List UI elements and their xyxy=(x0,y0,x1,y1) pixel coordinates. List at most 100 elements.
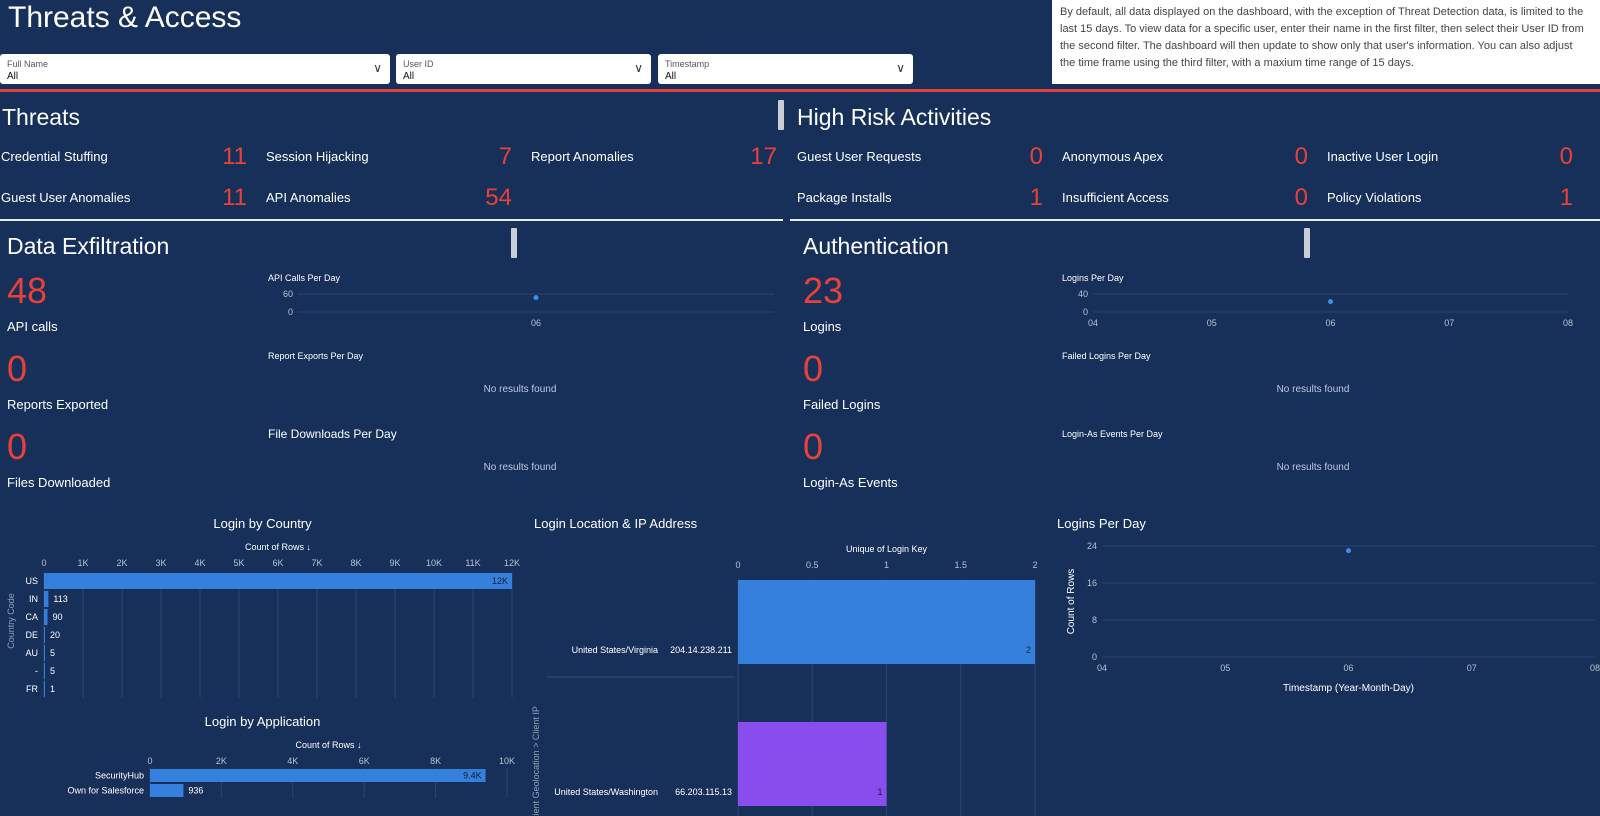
no-results-message: No results found xyxy=(483,462,557,473)
resize-handle[interactable] xyxy=(1304,228,1310,258)
mini-chart-title: Logins Per Day xyxy=(1062,273,1124,283)
y-tick-label: 16 xyxy=(1087,578,1097,588)
bar xyxy=(738,580,1035,664)
bar xyxy=(44,681,45,697)
filter-timestamp[interactable]: Timestamp All ∨ xyxy=(658,54,913,84)
kpi-label: Report Anomalies xyxy=(531,149,634,164)
kpi-value[interactable]: 1 xyxy=(1029,184,1043,211)
chevron-down-icon: ∨ xyxy=(634,61,643,75)
mini-chart-title: Login-As Events Per Day xyxy=(1062,429,1163,439)
kpi-value[interactable]: 17 xyxy=(750,143,777,170)
kpi-value[interactable]: 1 xyxy=(1559,184,1573,211)
resize-handle[interactable] xyxy=(511,228,517,258)
x-tick-label: 08 xyxy=(1563,318,1573,328)
category-label: DE xyxy=(25,630,38,640)
resize-handle[interactable] xyxy=(778,100,784,130)
metric-value[interactable]: 48 xyxy=(7,270,48,311)
chart-title: Login Location & IP Address xyxy=(534,516,698,531)
x-tick-label: 06 xyxy=(531,318,541,328)
x-axis-label: Count of Rows ↓ xyxy=(245,542,311,552)
metric-value[interactable]: 23 xyxy=(803,270,844,311)
chart-title: Login by Country xyxy=(213,516,312,531)
x-tick-label: 07 xyxy=(1467,663,1477,673)
ip-label: 66.203.115.13 xyxy=(675,787,732,797)
bar xyxy=(44,573,512,589)
x-tick-label: 05 xyxy=(1207,318,1217,328)
data-label: 2 xyxy=(1026,645,1031,655)
chart-title: Login by Application xyxy=(204,714,321,729)
data-label: 12K xyxy=(492,576,508,586)
data-label: 5 xyxy=(50,648,55,658)
x-tick-label: 04 xyxy=(1097,663,1107,673)
page-title: Threats & Access xyxy=(8,1,242,34)
data-label: 936 xyxy=(188,786,203,796)
x-tick-label: 11K xyxy=(465,558,480,568)
x-tick-label: 0 xyxy=(41,558,46,568)
category-label: US xyxy=(25,576,38,586)
kpi-value[interactable]: 0 xyxy=(1294,184,1308,211)
x-tick-label: 4K xyxy=(287,756,298,766)
x-tick-label: 05 xyxy=(1220,663,1230,673)
x-tick-label: 8K xyxy=(350,558,361,568)
y-tick-label: 60 xyxy=(283,289,293,299)
x-tick-label: 3K xyxy=(155,558,166,568)
y-axis-label: Country Code xyxy=(6,593,16,649)
kpi-value[interactable]: 0 xyxy=(1559,143,1573,170)
bar xyxy=(150,784,184,797)
kpi-value[interactable]: 0 xyxy=(1294,143,1308,170)
kpi-label: Guest User Anomalies xyxy=(1,190,131,205)
metric-value[interactable]: 0 xyxy=(803,348,824,389)
metric-label: Files Downloaded xyxy=(7,475,111,490)
location-label: United States/Virginia xyxy=(572,645,658,655)
mini-chart-title: Failed Logins Per Day xyxy=(1062,351,1151,361)
x-tick-label: 06 xyxy=(1325,318,1335,328)
y-tick-label: 40 xyxy=(1078,289,1088,299)
y-axis-label: Client Geolocation > Client IP xyxy=(531,706,541,816)
x-tick-label: 9K xyxy=(389,558,400,568)
no-results-message: No results found xyxy=(483,384,557,395)
metric-label: Login-As Events xyxy=(803,475,898,490)
kpi-value[interactable]: 11 xyxy=(222,143,247,170)
metric-label: Failed Logins xyxy=(803,397,881,412)
metric-value[interactable]: 0 xyxy=(7,348,28,389)
filter-label: Full Name xyxy=(7,59,49,69)
data-label: 1 xyxy=(50,684,55,694)
kpi-label: API Anomalies xyxy=(266,190,351,205)
bar xyxy=(150,769,486,782)
kpi-label: Credential Stuffing xyxy=(1,149,108,164)
metric-value[interactable]: 0 xyxy=(803,426,824,467)
bar xyxy=(44,627,45,643)
kpi-value[interactable]: 54 xyxy=(485,184,512,211)
kpi-value[interactable]: 7 xyxy=(498,143,512,170)
api-calls-per-day-chart: 0 60 06 xyxy=(283,289,774,328)
chart-title: Logins Per Day xyxy=(1057,516,1146,531)
x-tick-label: 1.5 xyxy=(954,560,967,570)
x-tick-label: 1 xyxy=(884,560,889,570)
filter-full-name[interactable]: Full Name All ∨ xyxy=(0,54,390,84)
login-by-country-chart: Count of Rows ↓ 0 1K 2K 3K 4K 5K 6K 7K 8K 9K 10K 11K… xyxy=(6,542,520,698)
data-point xyxy=(1328,299,1333,305)
bar xyxy=(44,645,45,661)
x-tick-label: 8K xyxy=(430,756,441,766)
kpi-label: Inactive User Login xyxy=(1327,149,1439,164)
x-tick-label: 0 xyxy=(735,560,740,570)
kpi-label: Policy Violations xyxy=(1327,190,1422,205)
kpi-value[interactable]: 11 xyxy=(222,184,247,211)
x-tick-label: 6K xyxy=(272,558,283,568)
chevron-down-icon: ∨ xyxy=(373,61,382,75)
data-label: 5 xyxy=(50,666,55,676)
x-tick-label: 07 xyxy=(1444,318,1454,328)
metric-label: Reports Exported xyxy=(7,397,109,412)
metric-value[interactable]: 0 xyxy=(7,426,28,467)
x-tick-label: 5K xyxy=(233,558,244,568)
kpi-value[interactable]: 0 xyxy=(1029,143,1043,170)
filter-value: All xyxy=(665,71,677,82)
x-axis-label: Unique of Login Key xyxy=(846,544,928,554)
x-tick-label: 10K xyxy=(499,756,515,766)
data-point xyxy=(1346,548,1351,554)
filter-user-id[interactable]: User ID All ∨ xyxy=(396,54,651,84)
no-results-message: No results found xyxy=(1276,384,1350,395)
location-label: United States/Washington xyxy=(554,787,658,797)
x-tick-label: 06 xyxy=(1343,663,1353,673)
data-exfiltration-title: Data Exfiltration xyxy=(7,233,170,259)
